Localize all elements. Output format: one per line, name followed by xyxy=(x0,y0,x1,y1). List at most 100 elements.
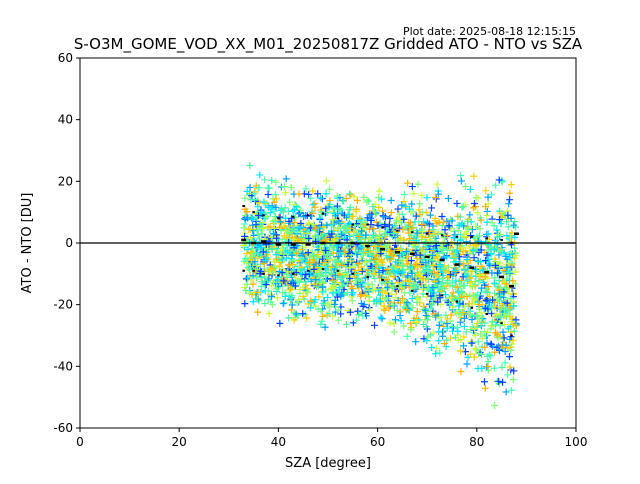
scatter-point xyxy=(408,224,416,232)
scatter-point xyxy=(420,302,428,310)
scatter-point xyxy=(296,285,304,293)
scatter-point xyxy=(438,230,446,238)
scatter-point xyxy=(386,214,394,222)
scatter-point xyxy=(412,243,420,251)
mean_plus_std-point xyxy=(485,237,488,240)
mean-point xyxy=(241,238,247,242)
scatter-point xyxy=(366,235,374,243)
scatter-point xyxy=(393,215,401,223)
scatter-point xyxy=(271,191,279,199)
scatter-point xyxy=(286,198,294,206)
scatter-point xyxy=(448,217,456,225)
scatter-point xyxy=(297,219,305,227)
scatter-point xyxy=(402,223,410,231)
scatter-point xyxy=(375,203,383,211)
scatter-point xyxy=(470,353,478,361)
y-axis-label: ATO - NTO [DU] xyxy=(20,193,35,294)
scatter-point xyxy=(456,213,464,221)
scatter-point xyxy=(487,325,495,333)
scatter-point xyxy=(409,304,417,312)
scatter-point xyxy=(453,247,461,255)
scatter-point xyxy=(327,269,335,277)
scatter-point xyxy=(346,206,354,214)
mean_minus_std-point xyxy=(336,269,340,272)
scatter-point xyxy=(477,258,485,266)
scatter-point xyxy=(389,284,397,292)
scatter-point xyxy=(346,232,354,240)
scatter-point xyxy=(284,268,292,276)
scatter-point xyxy=(288,251,296,259)
scatter-point xyxy=(481,332,489,340)
scatter-point xyxy=(466,244,474,252)
scatter-point xyxy=(247,256,255,264)
scatter-point xyxy=(400,198,408,206)
scatter-point xyxy=(344,273,352,281)
scatter-point xyxy=(418,191,426,199)
scatter-point xyxy=(411,281,419,289)
scatter-point xyxy=(279,299,287,307)
scatter-point xyxy=(362,292,370,300)
scatter-point xyxy=(407,208,415,216)
scatter-point xyxy=(295,190,303,198)
scatter-point xyxy=(250,190,258,198)
scatter-point xyxy=(389,267,397,275)
scatter-point xyxy=(248,248,256,256)
scatter-point xyxy=(372,252,380,260)
scatter-point xyxy=(503,307,511,315)
scatter-point xyxy=(446,300,454,308)
scatter-point xyxy=(396,299,404,307)
scatter-point xyxy=(493,226,501,234)
scatter-point xyxy=(329,276,337,284)
scatter-point xyxy=(249,298,257,306)
scatter-point xyxy=(507,214,515,222)
scatter-point xyxy=(459,203,467,211)
scatter-point xyxy=(307,297,315,305)
y-tick-label: 40 xyxy=(58,113,73,127)
scatter-point xyxy=(346,264,354,272)
scatter-point xyxy=(264,203,272,211)
scatter-point xyxy=(403,260,411,268)
scatter-point xyxy=(407,257,415,265)
scatter-point xyxy=(310,265,318,273)
scatter-point xyxy=(488,304,496,312)
scatter-point xyxy=(451,234,459,242)
scatter-point xyxy=(458,288,466,296)
scatter-point xyxy=(460,302,468,310)
scatter-point xyxy=(241,220,249,228)
scatter-point xyxy=(434,269,442,277)
scatter-point xyxy=(265,310,273,318)
scatter-point xyxy=(415,206,423,214)
scatter-point xyxy=(380,305,388,313)
scatter-point xyxy=(454,227,462,235)
scatter-point xyxy=(331,288,339,296)
scatter-point xyxy=(259,224,267,232)
scatter-point xyxy=(423,219,431,227)
scatter-point xyxy=(291,206,299,214)
scatter-point xyxy=(288,301,296,309)
mean_minus_std-point xyxy=(411,289,414,292)
scatter-point xyxy=(462,182,470,190)
scatter-point xyxy=(371,274,379,282)
scatter-point xyxy=(271,225,279,233)
x-tick-label: 60 xyxy=(370,435,385,449)
mean_minus_std-point xyxy=(425,292,429,295)
scatter-point xyxy=(485,235,493,243)
scatter-point xyxy=(335,205,343,213)
scatter-point xyxy=(278,278,286,286)
scatter-point xyxy=(300,213,308,221)
scatter-point xyxy=(432,350,440,358)
scatter-point xyxy=(254,289,262,297)
scatter-point xyxy=(272,285,280,293)
scatter-point xyxy=(444,194,452,202)
scatter-point xyxy=(405,283,413,291)
scatter-point xyxy=(419,228,427,236)
scatter-point xyxy=(494,269,502,277)
scatter-point xyxy=(401,289,409,297)
scatter-point xyxy=(453,199,461,207)
scatter-point xyxy=(358,283,366,291)
scatter-point xyxy=(252,249,260,257)
scatter-point xyxy=(445,222,453,230)
scatter-point xyxy=(288,277,296,285)
scatter-point xyxy=(320,259,328,267)
scatter-point xyxy=(287,184,295,192)
